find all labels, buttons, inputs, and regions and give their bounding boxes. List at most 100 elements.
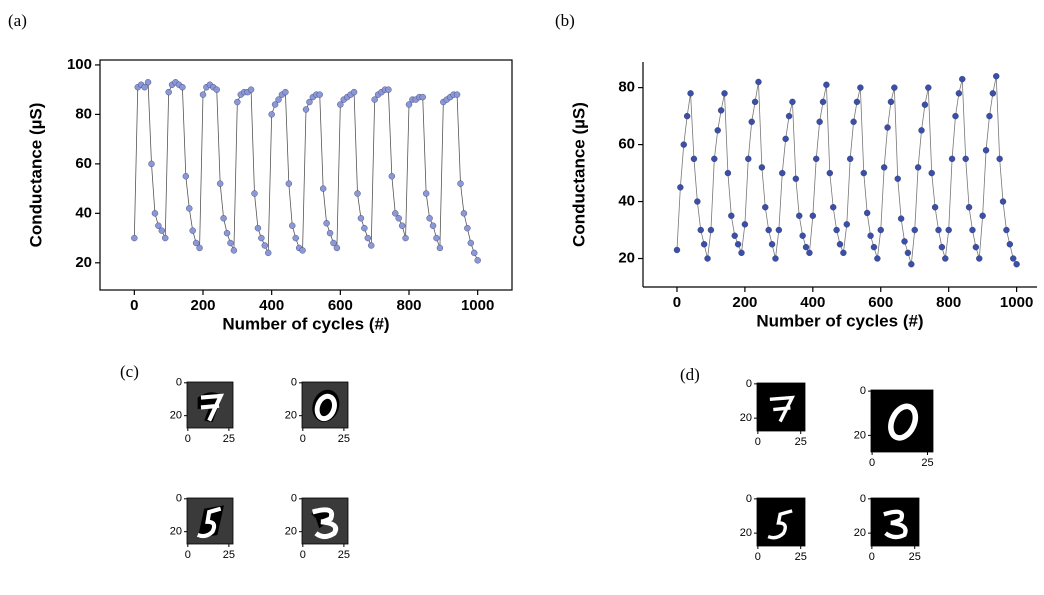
data-point <box>779 170 785 176</box>
data-point <box>834 227 840 233</box>
x-tick-label: 400 <box>259 297 284 314</box>
x-tick-label: 25 <box>795 551 807 563</box>
y-tick-label: 0 <box>291 377 297 389</box>
x-tick-label: 25 <box>338 433 350 445</box>
data-point <box>932 204 938 210</box>
data-point <box>851 119 857 125</box>
data-point <box>762 204 768 210</box>
y-tick-label: 20 <box>75 254 92 271</box>
x-tick-label: 600 <box>868 294 893 311</box>
data-point <box>871 244 877 250</box>
data-point <box>711 156 717 162</box>
data-point <box>759 164 765 170</box>
data-point <box>183 173 189 179</box>
data-point <box>420 94 426 100</box>
data-point <box>282 89 288 95</box>
y-tick-label: 20 <box>740 412 752 424</box>
data-point <box>956 90 962 96</box>
y-tick-label: 60 <box>75 155 92 172</box>
data-point <box>745 156 751 162</box>
data-point <box>464 225 470 231</box>
x-tick-label: 0 <box>755 436 761 448</box>
data-point <box>691 156 697 162</box>
data-point <box>701 241 707 247</box>
y-tick-label: 0 <box>291 493 297 505</box>
data-point <box>162 235 168 241</box>
data-point <box>827 170 833 176</box>
data-point <box>1000 199 1006 205</box>
data-point <box>783 136 789 142</box>
data-point <box>258 235 264 241</box>
data-point <box>681 142 687 148</box>
x-tick-label: 200 <box>190 297 215 314</box>
y-tick-label: 0 <box>860 493 866 505</box>
data-point <box>939 244 945 250</box>
data-point <box>358 215 364 221</box>
data-point <box>684 113 690 119</box>
data-point <box>214 87 220 93</box>
y-tick-label: 0 <box>176 493 182 505</box>
x-tick-label: 400 <box>800 294 825 311</box>
data-point <box>403 235 409 241</box>
digit-image <box>757 498 805 546</box>
y-tick-label: 80 <box>618 79 635 96</box>
data-point <box>461 210 467 216</box>
data-point <box>902 238 908 244</box>
panel-label: (a) <box>8 11 27 30</box>
y-tick-label: 40 <box>618 193 635 210</box>
data-point <box>262 242 268 248</box>
data-point <box>385 87 391 93</box>
data-point <box>255 225 261 231</box>
data-point <box>857 85 863 91</box>
data-point <box>949 156 955 162</box>
data-point <box>437 245 443 251</box>
data-point <box>952 113 958 119</box>
data-point <box>1014 261 1020 267</box>
x-tick-label: 800 <box>396 297 421 314</box>
data-point <box>830 204 836 210</box>
data-point <box>919 127 925 133</box>
data-point <box>725 170 731 176</box>
data-point <box>817 119 823 125</box>
data-point <box>688 90 694 96</box>
data-point <box>317 92 323 98</box>
x-tick-label: 0 <box>130 297 138 314</box>
data-point <box>820 99 826 105</box>
digit-image <box>302 382 348 428</box>
data-point <box>423 191 429 197</box>
data-point <box>929 170 935 176</box>
data-point <box>813 156 819 162</box>
data-point <box>966 204 972 210</box>
data-point <box>674 247 680 253</box>
data-point <box>976 256 982 262</box>
data-point <box>946 227 952 233</box>
data-point <box>888 99 894 105</box>
y-tick-label: 80 <box>75 105 92 122</box>
data-point <box>864 210 870 216</box>
data-point <box>351 89 357 95</box>
data-point <box>722 90 728 96</box>
digit-image <box>187 382 233 428</box>
data-point <box>471 250 477 256</box>
data-point <box>728 213 734 219</box>
data-point <box>179 84 185 90</box>
data-point <box>694 199 700 205</box>
data-point <box>885 125 891 131</box>
y-tick-label: 0 <box>746 493 752 505</box>
y-tick-label: 60 <box>618 136 635 153</box>
data-point <box>269 111 275 117</box>
x-tick-label: 800 <box>936 294 961 311</box>
x-axis-title: Number of cycles (#) <box>222 314 389 333</box>
x-tick-label: 600 <box>328 297 353 314</box>
digit-image <box>871 498 919 546</box>
data-point <box>823 82 829 88</box>
data-point <box>915 164 921 170</box>
data-point <box>789 99 795 105</box>
data-point <box>980 213 986 219</box>
data-point <box>227 240 233 246</box>
data-point <box>718 107 724 113</box>
y-tick-label: 20 <box>740 527 752 539</box>
data-point <box>810 213 816 219</box>
data-point <box>912 227 918 233</box>
data-point <box>698 227 704 233</box>
